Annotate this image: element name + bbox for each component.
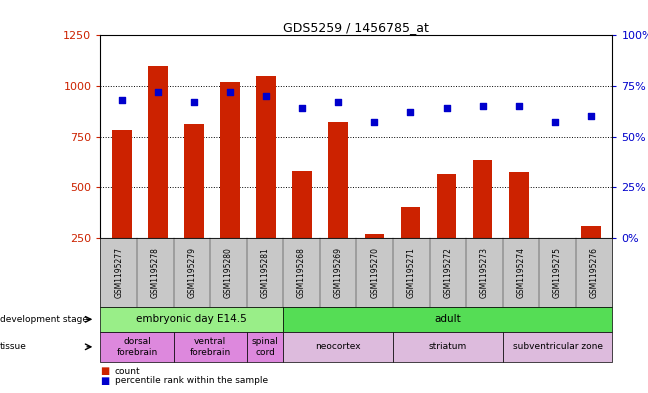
Bar — [257, 76, 276, 238]
Bar — [184, 125, 204, 238]
Text: embryonic day E14.5: embryonic day E14.5 — [137, 314, 248, 324]
Text: tissue: tissue — [0, 342, 27, 351]
Text: GSM1195272: GSM1195272 — [443, 247, 452, 298]
Text: GSM1195268: GSM1195268 — [297, 247, 306, 298]
Point — [586, 113, 596, 119]
Text: GSM1195278: GSM1195278 — [151, 247, 160, 298]
Text: GSM1195280: GSM1195280 — [224, 247, 233, 298]
Bar — [292, 171, 312, 238]
Point — [117, 97, 127, 103]
Text: percentile rank within the sample: percentile rank within the sample — [115, 376, 268, 385]
Text: GSM1195279: GSM1195279 — [187, 247, 196, 298]
Point — [478, 103, 488, 109]
Bar — [400, 208, 421, 238]
Bar — [112, 130, 132, 238]
Point — [189, 99, 200, 105]
Text: GSM1195275: GSM1195275 — [553, 247, 562, 298]
Point — [297, 105, 308, 111]
Bar — [329, 122, 348, 238]
Bar — [545, 238, 564, 239]
Point — [513, 103, 524, 109]
Text: dorsal
forebrain: dorsal forebrain — [117, 337, 157, 356]
Text: striatum: striatum — [429, 342, 467, 351]
Point — [405, 109, 415, 116]
Text: neocortex: neocortex — [316, 342, 361, 351]
Text: GSM1195270: GSM1195270 — [370, 247, 379, 298]
Bar — [509, 172, 529, 238]
Text: GSM1195276: GSM1195276 — [590, 247, 599, 298]
Text: development stage: development stage — [0, 315, 88, 324]
Bar — [148, 66, 168, 238]
Text: ■: ■ — [100, 376, 110, 386]
Text: GSM1195269: GSM1195269 — [334, 247, 343, 298]
Text: ventral
forebrain: ventral forebrain — [189, 337, 231, 356]
Text: GSM1195274: GSM1195274 — [516, 247, 526, 298]
Point — [369, 119, 380, 125]
Text: ■: ■ — [100, 366, 110, 376]
Text: spinal
cord: spinal cord — [251, 337, 279, 356]
Text: subventricular zone: subventricular zone — [513, 342, 603, 351]
Text: count: count — [115, 367, 141, 376]
Bar — [365, 234, 384, 238]
Point — [441, 105, 452, 111]
Text: GSM1195273: GSM1195273 — [480, 247, 489, 298]
Point — [225, 89, 235, 95]
Point — [550, 119, 560, 125]
Bar — [220, 82, 240, 238]
Text: GSM1195271: GSM1195271 — [407, 247, 416, 298]
Point — [261, 93, 272, 99]
Text: GSM1195277: GSM1195277 — [114, 247, 123, 298]
Point — [333, 99, 343, 105]
Text: GSM1195281: GSM1195281 — [260, 247, 270, 298]
Text: adult: adult — [434, 314, 461, 324]
Point — [153, 89, 163, 95]
Title: GDS5259 / 1456785_at: GDS5259 / 1456785_at — [283, 21, 430, 34]
Bar — [472, 160, 492, 238]
Bar — [581, 226, 601, 238]
Bar — [437, 174, 456, 238]
